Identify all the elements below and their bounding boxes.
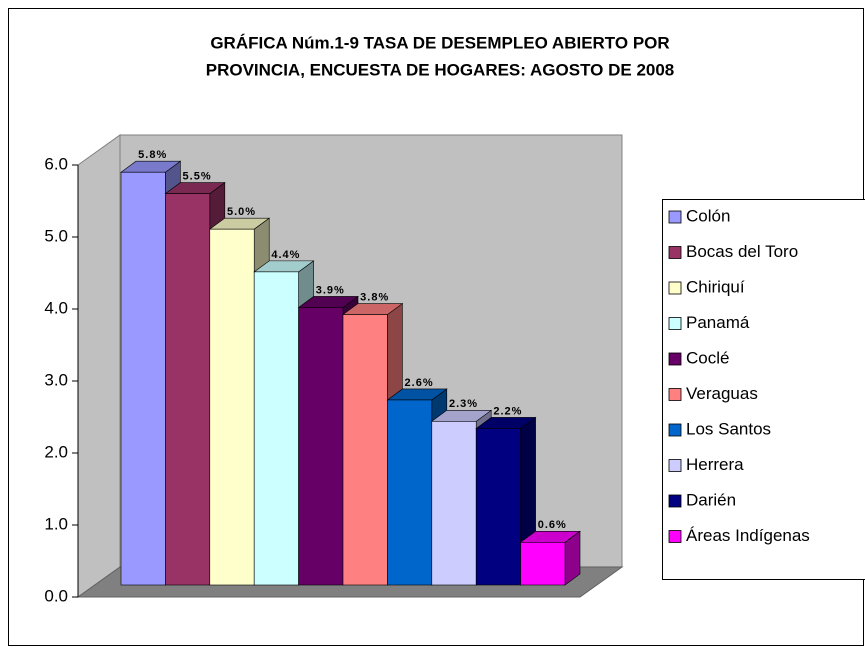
- bar: [120, 171, 166, 586]
- legend-swatch: [668, 494, 682, 508]
- side-wall: [77, 134, 121, 598]
- value-label: 2.6%: [405, 377, 434, 389]
- legend-label: Herrera: [686, 455, 744, 474]
- value-label: 5.5%: [183, 170, 212, 182]
- y-tick-label: 5.0: [44, 226, 68, 245]
- legend-label: Bocas del Toro: [686, 242, 798, 261]
- bar: [387, 399, 433, 586]
- bar: [209, 228, 255, 586]
- value-label: 0.6%: [538, 519, 567, 531]
- legend-swatch: [668, 281, 682, 295]
- chart-title: GRÁFICA Núm.1-9 TASA DE DESEMPLEO ABIERT…: [210, 33, 669, 52]
- y-tick-label: 2.0: [44, 442, 68, 461]
- legend-label: Darién: [686, 490, 736, 509]
- bar: [475, 428, 521, 586]
- bar: [165, 193, 211, 586]
- legend-label: Panamá: [686, 313, 750, 332]
- y-tick-label: 1.0: [44, 514, 68, 533]
- legend-label: Los Santos: [686, 419, 771, 438]
- legend-swatch: [668, 459, 682, 472]
- legend-swatch: [668, 246, 682, 259]
- legend-swatch: [668, 210, 682, 224]
- value-label: 5.8%: [138, 149, 167, 161]
- y-tick-label: 4.0: [44, 298, 68, 317]
- legend-swatch: [668, 423, 682, 437]
- legend-label: Coclé: [686, 348, 729, 367]
- value-label: 3.9%: [316, 284, 345, 296]
- legend-swatch: [668, 388, 682, 401]
- y-tick-label: 6.0: [44, 154, 68, 173]
- legend-label: Veraguas: [686, 384, 758, 403]
- value-label: 4.4%: [271, 249, 300, 261]
- y-tick-label: 3.0: [44, 370, 68, 389]
- y-tick-label: 0.0: [44, 586, 68, 605]
- bar: [298, 307, 344, 586]
- chart-title: PROVINCIA, ENCUESTA DE HOGARES: AGOSTO D…: [206, 60, 675, 79]
- value-label: 2.3%: [449, 398, 478, 410]
- bar: [431, 421, 477, 586]
- bar: [253, 271, 299, 586]
- value-label: 2.2%: [493, 405, 522, 417]
- legend: [662, 199, 865, 580]
- value-label: 3.8%: [360, 291, 389, 303]
- legend-swatch: [668, 530, 682, 543]
- legend-label: Colón: [686, 206, 730, 225]
- bar: [520, 541, 566, 586]
- value-label: 5.0%: [227, 206, 256, 218]
- legend-swatch: [668, 352, 682, 366]
- legend-label: Chiriquí: [686, 277, 745, 296]
- legend-swatch: [668, 317, 682, 330]
- legend-label: Áreas Indígenas: [686, 526, 810, 545]
- bar: [342, 314, 388, 586]
